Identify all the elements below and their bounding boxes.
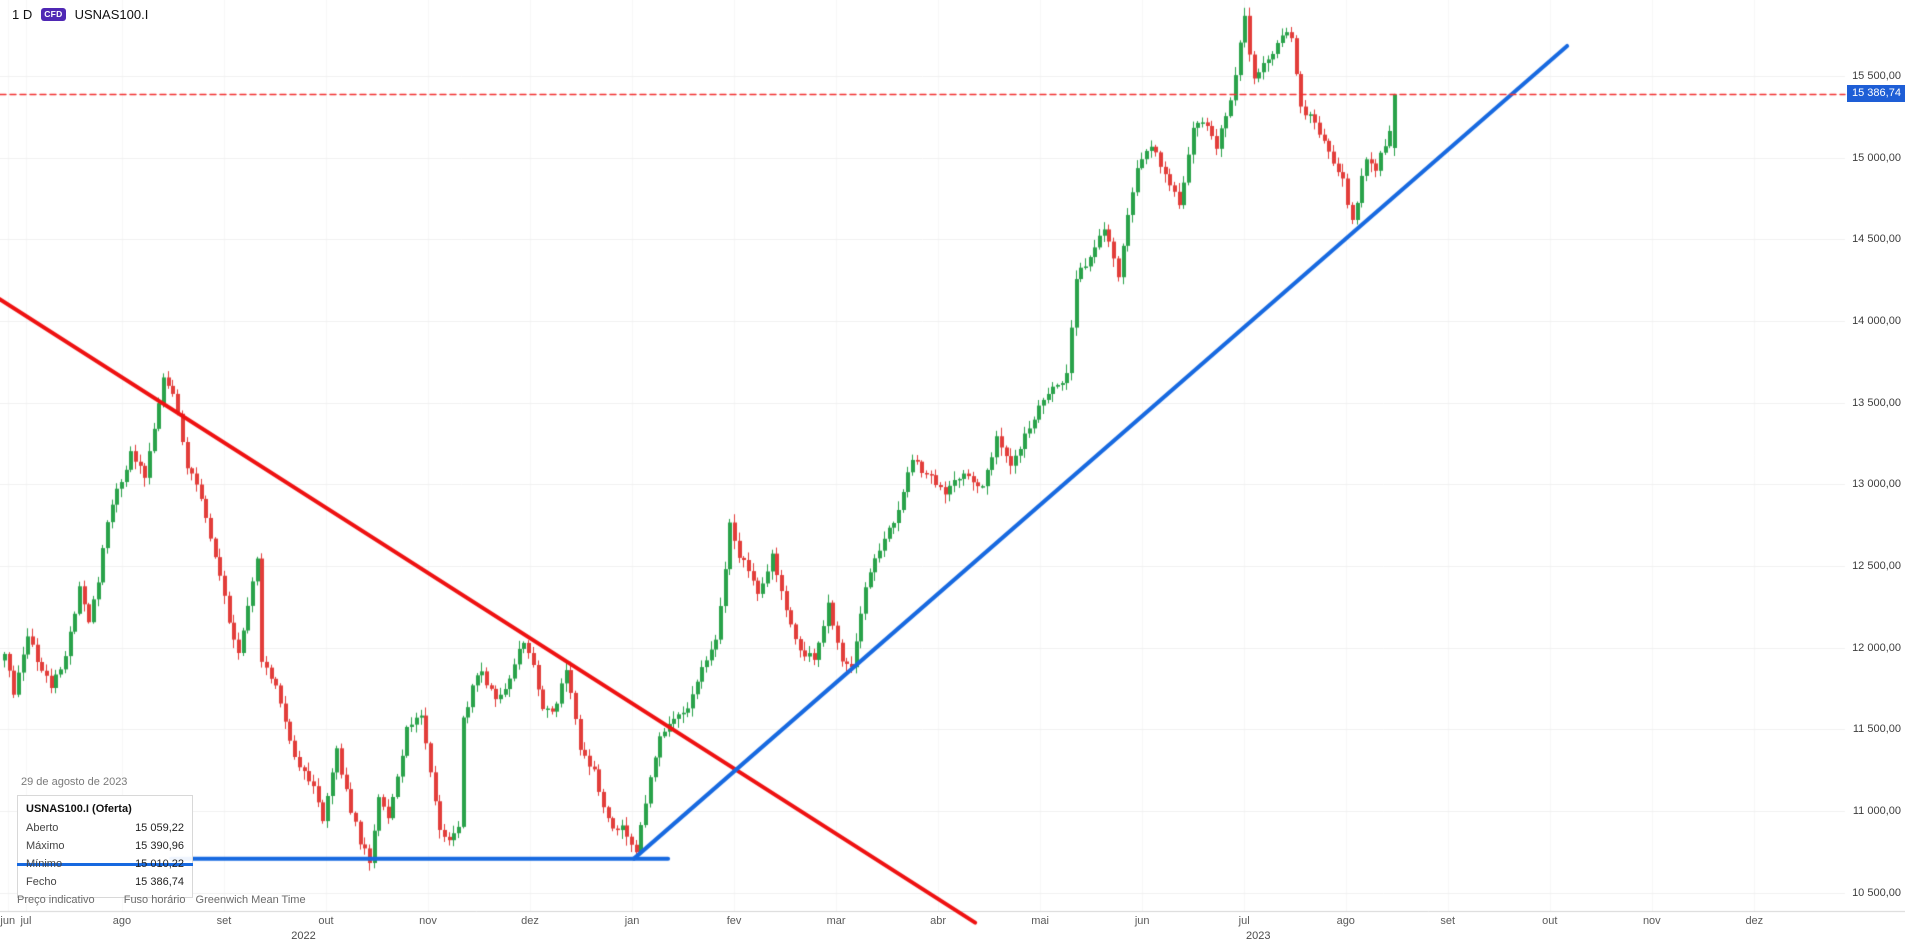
current-price-tag: 15 386,74 (1847, 85, 1905, 103)
tooltip-date: 29 de agosto de 2023 (21, 776, 128, 788)
tooltip-row-value: 15 010,22 (135, 858, 184, 870)
tooltip-row-label: Mínimo (26, 858, 63, 870)
tooltip-row: Fecho 15 386,74 (26, 873, 184, 891)
tooltip-title: USNAS100.I (Oferta) (26, 803, 132, 815)
price-note: Preço indicativo (17, 894, 95, 906)
timezone-value: Greenwich Mean Time (195, 894, 306, 906)
tooltip-row-value: 15 059,22 (135, 822, 184, 834)
tooltip-row-label: Aberto (26, 822, 59, 834)
tooltip-rows: Aberto 15 059,22 Máximo 15 390,96 Mínimo 15 0… (17, 819, 193, 891)
cfd-badge: CFD (41, 8, 66, 21)
tooltip-row-value: 15 390,96 (135, 840, 184, 852)
tooltip-row: Máximo 15 390,96 (26, 837, 184, 855)
chart-footer: Preço indicativo Fuso horário Greenwich … (17, 894, 306, 906)
support-line-through-tooltip (17, 863, 193, 866)
instrument-name[interactable]: USNAS100.I (74, 7, 149, 22)
chart-header: 1 D CFD USNAS100.I (12, 7, 148, 22)
tooltip-row-label: Máximo (26, 840, 65, 852)
ohlc-tooltip: USNAS100.I (Oferta) Aberto 15 059,22 Máxim… (17, 795, 193, 898)
tooltip-row: Mínimo 15 010,22 (17, 855, 193, 873)
timeframe-label[interactable]: 1 D (12, 7, 33, 22)
tooltip-row-value: 15 386,74 (135, 876, 184, 888)
timezone-label: Fuso horário (123, 894, 186, 906)
tooltip-row: Aberto 15 059,22 (26, 819, 184, 837)
tooltip-row-label: Fecho (26, 876, 57, 888)
